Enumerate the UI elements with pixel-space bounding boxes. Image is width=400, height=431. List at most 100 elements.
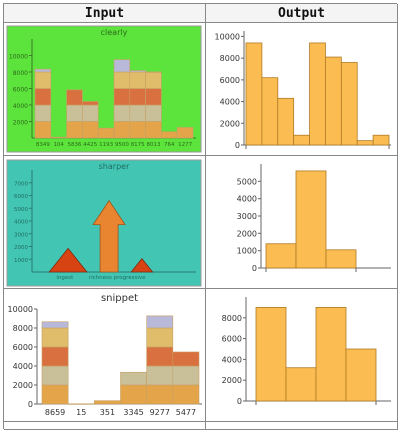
- y-tick-label: 6000: [13, 87, 28, 94]
- bar-segment: [41, 365, 69, 386]
- bar-segment: [145, 104, 162, 122]
- y-tick-label: 2000: [222, 376, 242, 385]
- bar-segment: [82, 101, 99, 106]
- bar-category-label: 3345: [123, 408, 143, 417]
- output-chart-3: 0 2000 4000 6000 8000: [222, 297, 391, 406]
- bar-segment: [34, 121, 52, 139]
- x-label: ingest: [56, 275, 74, 281]
- bar-category-label: 1193: [99, 142, 113, 148]
- cell-output-2: 0 1000 2000 3000 4000 5000: [206, 156, 398, 289]
- bar-segment: [94, 400, 121, 405]
- bar: [285, 367, 317, 402]
- bar: [372, 134, 390, 146]
- bar-segment: [129, 121, 146, 139]
- bar-segment: [34, 88, 52, 106]
- bar-segment: [129, 104, 146, 122]
- bar-segment: [120, 384, 147, 405]
- bar-segment: [129, 71, 146, 89]
- y-tick-label: 8000: [222, 314, 242, 323]
- header-input: Input: [4, 4, 206, 23]
- cell-input-1: clearly 2000 4000 6000 8000 10000 8349 104 5836 4…: [4, 23, 206, 156]
- y-tick-label: 3000: [14, 232, 28, 238]
- cell-input-2: sharper 1000 2000 3000 4000 5000 6000 7000 inges…: [4, 156, 206, 289]
- bar-category-label: 9500: [115, 142, 129, 148]
- y-tick-label: 2000: [237, 229, 257, 238]
- bar-segment: [113, 71, 131, 89]
- bar-segment: [113, 88, 131, 106]
- bar-category-label: 15: [76, 408, 86, 417]
- arrow-shape: [92, 199, 126, 273]
- bar-segment: [145, 88, 162, 106]
- input-chart-2: sharper 1000 2000 3000 4000 5000 6000 7000 inges…: [6, 159, 202, 287]
- bar-segment: [172, 384, 200, 405]
- bar-segment: [146, 327, 174, 348]
- y-tick-label: 0: [28, 400, 33, 409]
- cell-output-1: 0 2000 4000 6000 8000 10000: [206, 23, 398, 156]
- y-tick-label: 4000: [14, 220, 28, 226]
- y-tick-label: 6000: [220, 76, 240, 85]
- bar: [309, 42, 326, 146]
- bar-segment: [113, 121, 131, 139]
- bar: [295, 170, 327, 269]
- x-label: richness progressive: [89, 275, 146, 281]
- bar-segment: [145, 71, 162, 89]
- y-tick-label: 10000: [9, 54, 28, 61]
- bar-segment: [66, 121, 83, 139]
- bar-category-label: 9277: [150, 408, 170, 417]
- bar: [325, 56, 342, 146]
- bar-segment: [82, 121, 99, 139]
- bar: [293, 134, 310, 146]
- bar-segment: [146, 346, 174, 367]
- bar: [315, 306, 347, 402]
- y-tick-label: 8000: [13, 324, 33, 333]
- y-tick-label: 5000: [14, 207, 28, 213]
- bar-category-label: 1277: [178, 142, 192, 148]
- chart-title: snippet: [101, 293, 138, 304]
- input-chart-3: snippet 0 2000 4000 6000 8000 10000 8659 15 351 33…: [8, 293, 202, 417]
- y-tick-label: 0: [237, 397, 242, 406]
- comparison-table: Input Output clearly 2000 4000 6000 8000 1000…: [3, 3, 398, 430]
- bar-segment: [41, 327, 69, 348]
- bar-segment: [82, 104, 99, 122]
- bar-segment: [41, 346, 69, 367]
- bar: [325, 249, 357, 269]
- output-chart-1: 0 2000 4000 6000 8000 10000: [215, 31, 391, 150]
- bar-segment: [34, 68, 52, 73]
- bar: [261, 77, 279, 146]
- chart-title: clearly: [101, 28, 128, 37]
- bar-category-label: 5477: [176, 408, 196, 417]
- bar-segment: [172, 351, 200, 367]
- y-tick-label: 6000: [13, 343, 33, 352]
- y-tick-label: 10000: [215, 32, 240, 41]
- bar-segment: [176, 127, 194, 139]
- y-tick-label: 0: [235, 141, 240, 150]
- cell-empty-left: [4, 422, 206, 430]
- bar-category-label: 8175: [131, 142, 145, 148]
- bar-segment: [145, 121, 162, 139]
- bar-segment: [67, 403, 95, 405]
- y-tick-label: 4000: [237, 195, 257, 204]
- y-tick-label: 0: [252, 264, 257, 273]
- cell-input-3: snippet 0 2000 4000 6000 8000 10000 8659 15 351 33…: [4, 289, 206, 422]
- bar: [245, 42, 263, 146]
- bar-segment: [41, 321, 69, 329]
- y-tick-label: 5000: [237, 177, 257, 186]
- y-tick-label: 2000: [13, 120, 28, 127]
- y-tick-label: 1000: [14, 258, 28, 264]
- bar-segment: [66, 89, 83, 106]
- bar-category-label: 351: [100, 408, 115, 417]
- y-tick-label: 4000: [222, 355, 242, 364]
- triangle-shape: [48, 247, 88, 273]
- header-output: Output: [206, 4, 398, 23]
- triangle-shape: [130, 257, 154, 273]
- input-chart-1: clearly 2000 4000 6000 8000 10000 8349 104 5836 4…: [6, 25, 202, 153]
- cell-empty-right: [206, 422, 398, 430]
- bar-segment: [146, 365, 174, 386]
- bar-category-label: 5836: [68, 142, 82, 148]
- bar-category-label: 8013: [147, 142, 161, 148]
- bar: [356, 140, 374, 146]
- bar: [340, 62, 358, 146]
- bar-segment: [41, 384, 69, 405]
- bar-segment: [66, 104, 83, 122]
- bar-segment: [34, 104, 52, 122]
